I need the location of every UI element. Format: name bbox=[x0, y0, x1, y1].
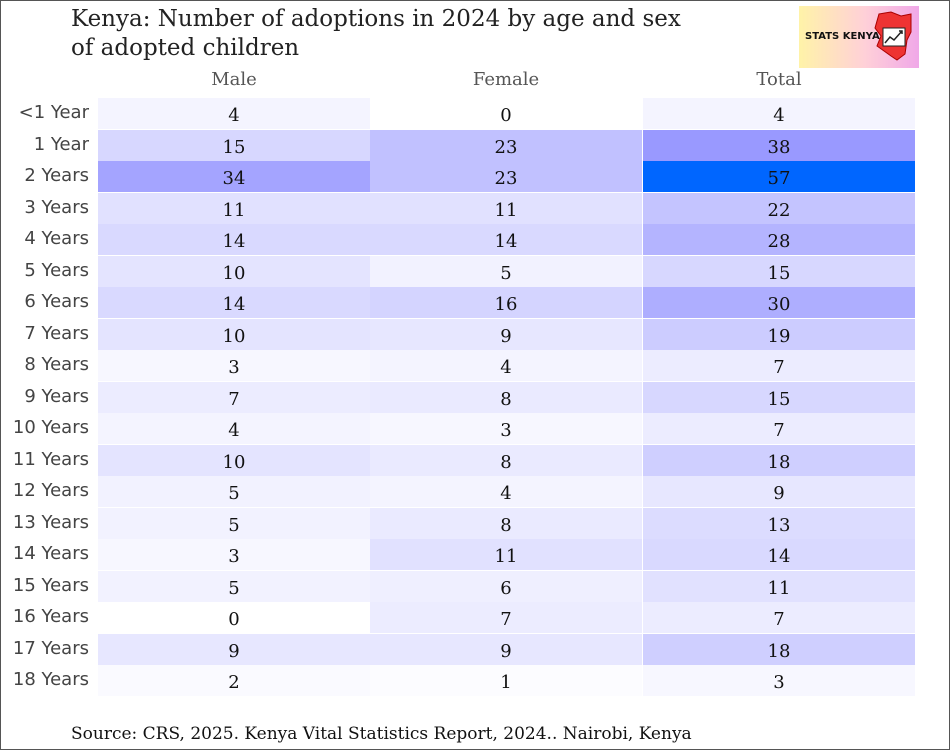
column-header-total: Total bbox=[756, 69, 802, 90]
heatmap-cell-total: 3 bbox=[643, 665, 915, 696]
heatmap-cell-male: 0 bbox=[98, 602, 370, 633]
heatmap-cell-total: 18 bbox=[643, 633, 915, 665]
column-header-male: Male bbox=[211, 69, 257, 90]
heatmap-cell-male: 10 bbox=[98, 318, 370, 350]
heatmap-cell-total: 15 bbox=[643, 255, 915, 287]
heatmap-cell-male: 3 bbox=[98, 350, 370, 381]
heatmap-cell-female: 23 bbox=[370, 129, 642, 161]
heatmap-cell-male: 5 bbox=[98, 507, 370, 539]
row-label: 8 Years bbox=[24, 354, 89, 375]
heatmap-cell-female: 8 bbox=[370, 507, 642, 539]
heatmap-cell-female: 9 bbox=[370, 633, 642, 665]
column-header-female: Female bbox=[472, 69, 540, 90]
heatmap-cell-male: 2 bbox=[98, 665, 370, 696]
heatmap-cell-total: 7 bbox=[643, 413, 915, 444]
heatmap-cell-male: 15 bbox=[98, 129, 370, 161]
heatmap-cell-male: 9 bbox=[98, 633, 370, 665]
heatmap-cell-female: 5 bbox=[370, 255, 642, 287]
heatmap-cell-female: 4 bbox=[370, 350, 642, 381]
heatmap-cell-total: 57 bbox=[643, 161, 915, 192]
heatmap-cell-total: 13 bbox=[643, 507, 915, 539]
heatmap-cell-male: 14 bbox=[98, 287, 370, 318]
heatmap-cell-female: 11 bbox=[370, 192, 642, 224]
row-label: 13 Years bbox=[12, 511, 89, 533]
row-label: 10 Years bbox=[12, 417, 89, 438]
row-label: 4 Years bbox=[24, 228, 89, 249]
heatmap-cell-male: 10 bbox=[98, 255, 370, 287]
stats-kenya-logo: STATS KENYA bbox=[799, 6, 919, 68]
heatmap-cell-male: 11 bbox=[98, 192, 370, 224]
title-line-2: of adopted children bbox=[71, 35, 300, 61]
heatmap-cell-female: 7 bbox=[370, 602, 642, 633]
source-note: Source: CRS, 2025. Kenya Vital Statistic… bbox=[71, 724, 692, 744]
heatmap-cell-female: 11 bbox=[370, 539, 642, 570]
heatmap-cell-female: 4 bbox=[370, 476, 642, 507]
heatmap-cell-total: 30 bbox=[643, 287, 915, 318]
row-label: 3 Years bbox=[24, 196, 89, 218]
heatmap-cell-male: 4 bbox=[98, 98, 370, 129]
logo-text: STATS KENYA bbox=[805, 31, 880, 42]
heatmap-cell-total: 11 bbox=[643, 570, 915, 602]
row-label: 1 Year bbox=[33, 133, 89, 155]
row-label: 5 Years bbox=[24, 259, 89, 281]
heatmap-cell-male: 5 bbox=[98, 476, 370, 507]
row-label: 17 Years bbox=[12, 637, 89, 659]
heatmap-cell-total: 9 bbox=[643, 476, 915, 507]
heatmap-cell-total: 22 bbox=[643, 192, 915, 224]
title-line-1: Kenya: Number of adoptions in 2024 by ag… bbox=[71, 6, 681, 32]
row-label: 6 Years bbox=[24, 291, 89, 312]
heatmap-cell-total: 7 bbox=[643, 602, 915, 633]
row-label: 12 Years bbox=[12, 480, 89, 501]
heatmap-cell-female: 0 bbox=[370, 98, 642, 129]
heatmap-cell-total: 19 bbox=[643, 318, 915, 350]
heatmap-cell-female: 16 bbox=[370, 287, 642, 318]
chart-title: Kenya: Number of adoptions in 2024 by ag… bbox=[71, 5, 771, 63]
heatmap-cell-total: 18 bbox=[643, 444, 915, 476]
row-label: 11 Years bbox=[12, 448, 89, 470]
heatmap-cell-male: 34 bbox=[98, 161, 370, 192]
heatmap-cell-total: 28 bbox=[643, 224, 915, 255]
heatmap-cell-female: 6 bbox=[370, 570, 642, 602]
heatmap-cell-male: 7 bbox=[98, 381, 370, 413]
heatmap-cell-male: 10 bbox=[98, 444, 370, 476]
heatmap-cell-female: 9 bbox=[370, 318, 642, 350]
row-label: <1 Year bbox=[18, 102, 89, 123]
row-label: 9 Years bbox=[24, 385, 89, 407]
heatmap-cell-female: 8 bbox=[370, 444, 642, 476]
heatmap-cell-female: 23 bbox=[370, 161, 642, 192]
heatmap-cell-male: 14 bbox=[98, 224, 370, 255]
row-label: 18 Years bbox=[12, 669, 89, 690]
heatmap-cell-male: 4 bbox=[98, 413, 370, 444]
row-label: 14 Years bbox=[12, 543, 89, 564]
heatmap-cell-total: 15 bbox=[643, 381, 915, 413]
row-label: 15 Years bbox=[12, 574, 89, 596]
row-label: 2 Years bbox=[24, 165, 89, 186]
heatmap-cell-female: 1 bbox=[370, 665, 642, 696]
heatmap-cell-female: 3 bbox=[370, 413, 642, 444]
heatmap-cell-female: 8 bbox=[370, 381, 642, 413]
heatmap-cell-male: 5 bbox=[98, 570, 370, 602]
row-label: 16 Years bbox=[12, 606, 89, 627]
heatmap-cell-total: 4 bbox=[643, 98, 915, 129]
row-label: 7 Years bbox=[24, 322, 89, 344]
kenya-map-chart-icon bbox=[874, 11, 912, 61]
heatmap-cell-female: 14 bbox=[370, 224, 642, 255]
heatmap-cell-total: 38 bbox=[643, 129, 915, 161]
heatmap-cell-total: 7 bbox=[643, 350, 915, 381]
heatmap-cell-total: 14 bbox=[643, 539, 915, 570]
heatmap-cell-male: 3 bbox=[98, 539, 370, 570]
